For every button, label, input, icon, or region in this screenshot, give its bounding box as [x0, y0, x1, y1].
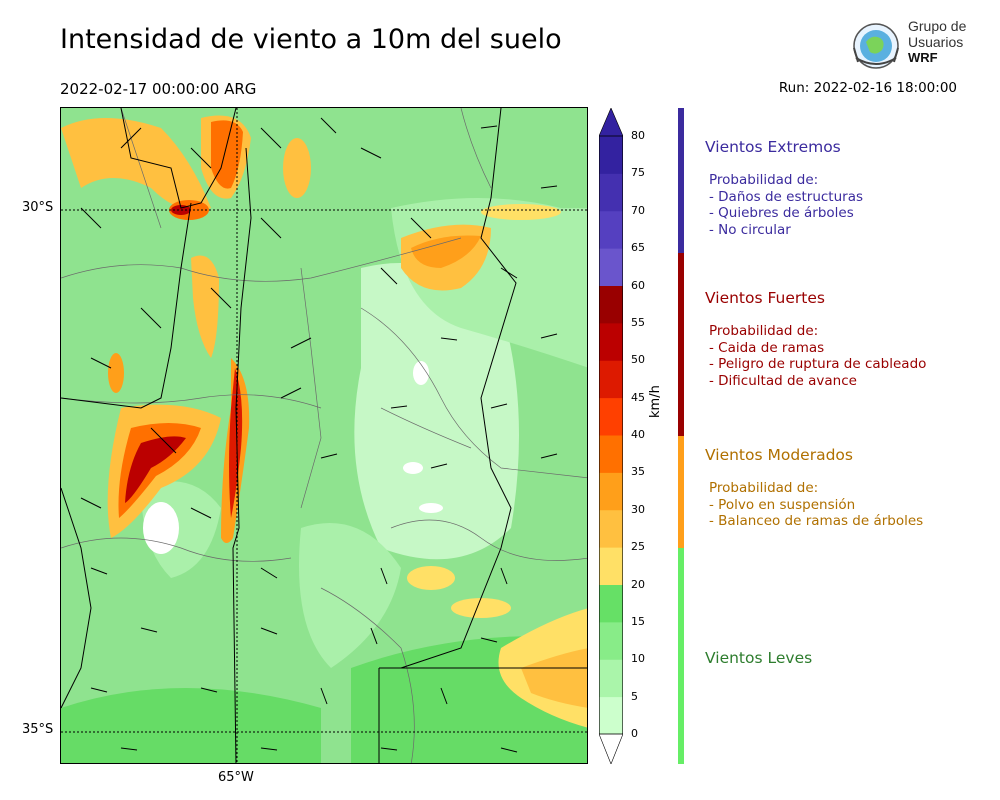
colorbar-bin — [599, 472, 623, 511]
legend-bar-extremos — [678, 108, 684, 253]
colorbar-tick-label: 50 — [631, 353, 645, 367]
colorbar-bin — [599, 509, 623, 548]
colorbar-tick-label: 35 — [631, 465, 645, 479]
run-time: Run: 2022-02-16 18:00:00 — [778, 80, 957, 96]
colorbar-bin — [599, 659, 623, 698]
valid-time: 2022-02-17 00:00:00 ARG — [60, 80, 257, 98]
colorbar — [599, 108, 623, 764]
lat-label-30s: 30°S — [22, 200, 54, 215]
colorbar-bin — [599, 248, 623, 286]
category-desc-fuertes: Probabilidad de: - Caida de ramas - Peli… — [709, 323, 927, 389]
category-title-fuertes: Vientos Fuertes — [705, 289, 825, 307]
wind-map — [60, 107, 588, 764]
globe-icon — [853, 23, 899, 69]
category-desc-extremos: Probabilidad de: - Daños de estructuras … — [709, 172, 864, 238]
colorbar-tick-label: 80 — [631, 129, 645, 142]
colorbar-bin — [599, 285, 623, 324]
colorbar-bin — [599, 435, 623, 473]
colorbar-max-extension — [599, 108, 623, 137]
colorbar-tick-label: 0 — [631, 727, 638, 740]
lat-label-35s: 35°S — [22, 722, 54, 737]
colorbar-bin — [599, 173, 623, 212]
colorbar-min-extension — [599, 733, 623, 764]
colorbar-bin — [599, 360, 623, 399]
colorbar-tick-label: 55 — [631, 315, 645, 329]
category-desc-moderados: Probabilidad de: - Polvo en suspensión -… — [709, 480, 924, 529]
category-title-extremos: Vientos Extremos — [705, 138, 841, 156]
colorbar-bin — [599, 136, 623, 174]
colorbar-bin — [599, 584, 623, 623]
colorbar-tick-label: 40 — [631, 428, 645, 441]
colorbar-tick-label: 65 — [631, 241, 645, 255]
legend-bar-fuertes — [678, 253, 684, 436]
colorbar-tick-label: 25 — [631, 540, 645, 554]
colorbar-tick-label: 60 — [631, 278, 645, 292]
wrf-logo: Grupo de Usuarios WRF — [848, 18, 978, 74]
colorbar-tick-label: 70 — [631, 203, 645, 217]
colorbar-tick-label: 15 — [631, 614, 645, 628]
legend-bar-moderados — [678, 436, 684, 548]
colorbar-tick-label: 45 — [631, 390, 645, 404]
lon-label-65w: 65°W — [218, 770, 254, 785]
category-title-moderados: Vientos Moderados — [705, 446, 853, 464]
colorbar-tick-label: 75 — [631, 166, 645, 180]
legend-bar-leves — [678, 548, 684, 764]
colorbar-bin — [599, 696, 623, 735]
colorbar-frame — [599, 135, 623, 735]
colorbar-tick-label: 5 — [631, 689, 638, 703]
colorbar-tick-label: 10 — [631, 652, 645, 666]
logo-line-2: Usuarios — [908, 34, 964, 50]
category-title-leves: Vientos Leves — [705, 649, 813, 667]
colorbar-bin — [599, 210, 623, 249]
colorbar-bin — [599, 322, 623, 361]
logo-line-1: Grupo de — [908, 18, 967, 34]
colorbar-tick-label: 20 — [631, 577, 645, 591]
colorbar-bin — [599, 397, 623, 436]
colorbar-tick-label: 30 — [631, 502, 645, 516]
logo-line-3: WRF — [908, 50, 938, 65]
colorbar-unit: km/h — [648, 385, 663, 418]
colorbar-bin — [599, 621, 623, 660]
colorbar-bin — [599, 547, 623, 585]
page-title: Intensidad de viento a 10m del suelo — [60, 24, 562, 55]
wind-field — [61, 108, 587, 763]
